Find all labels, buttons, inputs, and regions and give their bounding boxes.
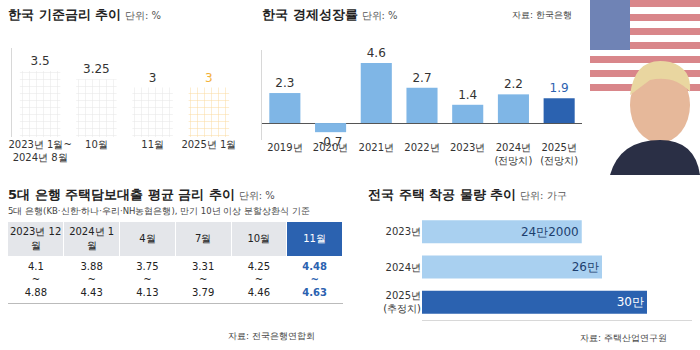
html-text:한국 기준금리 추이 단위: %: 한국 기준금리 추이 단위: %	[8, 7, 162, 22]
html-text:전국 주택 착공 물량 추이 단위: 가구: 전국 주택 착공 물량 추이 단위: 가구	[368, 187, 567, 202]
html-text:자료: 주택산업연구원: 자료: 주택산업연구원	[580, 333, 667, 343]
svg-text:2020년: 2020년	[313, 142, 348, 153]
html-text:4.48: 4.48	[302, 261, 327, 272]
html-text:11월: 11월	[303, 233, 326, 244]
svg-text:2.2: 2.2	[504, 77, 523, 91]
svg-text:3.25: 3.25	[83, 62, 110, 76]
svg-text:2023년: 2023년	[386, 226, 421, 237]
html-text:5대 은행 주택담보대출 평균 금리 추이 단위: %: 5대 은행 주택담보대출 평균 금리 추이 단위: %	[8, 187, 275, 202]
svg-text:2025년(전망치): 2025년(전망치)	[540, 142, 578, 166]
html-text:10월: 10월	[247, 233, 271, 244]
svg-text:10월: 10월	[85, 139, 108, 150]
svg-text:3: 3	[205, 71, 213, 85]
html-text:3.31: 3.31	[192, 261, 215, 272]
html-text:5대 은행(KB·신한·하나·우리·NH농협은행), 만기: 5대 은행(KB·신한·하나·우리·NH농협은행), 만기 10년 이상 분할상…	[8, 206, 310, 216]
svg-text:30만: 30만	[617, 295, 644, 309]
svg-text:2025년(추정치): 2025년(추정치)	[383, 290, 421, 314]
svg-text:2022년: 2022년	[404, 142, 439, 153]
html-text:한국 경제성장률 단위: %: 한국 경제성장률 단위: %	[262, 7, 398, 22]
html-text:4.88: 4.88	[24, 287, 47, 298]
svg-text:26만: 26만	[572, 260, 599, 274]
html-text:4.46: 4.46	[247, 287, 270, 298]
html-text:2024년 1월: 2024년 1월	[69, 226, 115, 251]
html-text:4월: 4월	[139, 233, 156, 244]
svg-text:2024년: 2024년	[386, 262, 421, 273]
svg-text:2.7: 2.7	[412, 71, 431, 85]
svg-text:3: 3	[149, 71, 157, 85]
html-text:4.63: 4.63	[302, 287, 327, 298]
svg-text:1.4: 1.4	[458, 88, 477, 102]
svg-text:2.3: 2.3	[275, 76, 294, 90]
html-text:4.25: 4.25	[247, 261, 270, 272]
html-text:3.75: 3.75	[136, 261, 159, 272]
svg-text:2023년: 2023년	[450, 142, 485, 153]
html-text:4.1: 4.1	[27, 261, 44, 272]
html-text:3.88: 3.88	[80, 261, 103, 272]
html-text:4.43: 4.43	[80, 287, 103, 298]
html-text:2023년 12월: 2023년 12월	[9, 226, 62, 251]
svg-text:1.9: 1.9	[550, 81, 569, 95]
html-text:4.13: 4.13	[136, 287, 159, 298]
svg-text:4.6: 4.6	[367, 46, 386, 60]
svg-text:2025년 1월: 2025년 1월	[181, 139, 236, 150]
html-text:3.79: 3.79	[192, 287, 215, 298]
svg-text:2023년 1월~2024년 8월: 2023년 1월~2024년 8월	[8, 139, 71, 163]
svg-text:24만2000: 24만2000	[521, 225, 579, 239]
svg-text:11월: 11월	[141, 139, 164, 150]
html-text:자료: 한국은행: 자료: 한국은행	[512, 10, 572, 20]
svg-text:2021년: 2021년	[359, 142, 394, 153]
html-text:자료: 전국은행연합회: 자료: 전국은행연합회	[228, 331, 315, 341]
html-text:7월: 7월	[194, 233, 212, 244]
svg-text:3.5: 3.5	[31, 54, 50, 68]
svg-text:2019년: 2019년	[267, 142, 302, 153]
svg-text:-0.7: -0.7	[319, 135, 342, 149]
svg-text:2024년(전망치): 2024년(전망치)	[495, 142, 533, 166]
